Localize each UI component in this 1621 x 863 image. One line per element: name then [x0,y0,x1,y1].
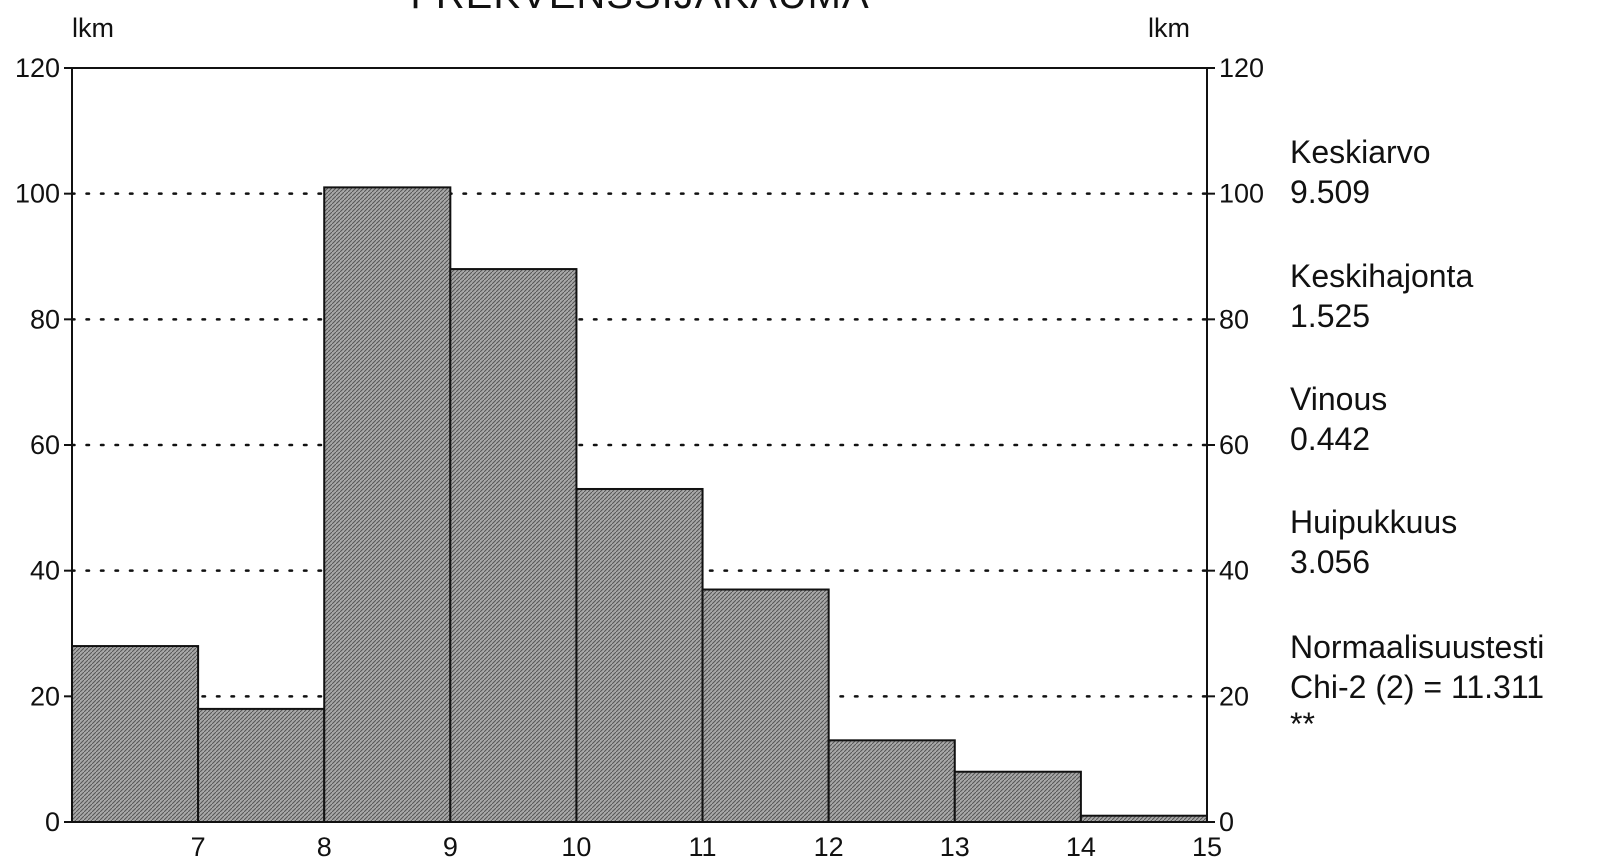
y-tick-label-right-0: 0 [1219,807,1234,837]
stat-label-normality-test: Normaalisuustesti [1290,629,1544,665]
y-axis-label-left: lkm [72,13,114,43]
x-tick-label-9: 9 [443,832,458,862]
y-tick-label-left-120: 120 [15,53,60,83]
axes [64,67,1215,823]
x-tick-label-14: 14 [1066,832,1096,862]
y-tick-label-right-100: 100 [1219,179,1264,209]
y-tick-label-left-100: 100 [15,179,60,209]
y-tick-label-left-80: 80 [30,304,60,334]
y-tick-label-left-0: 0 [45,807,60,837]
y-tick-label-left-40: 40 [30,556,60,586]
stat-value-mean: 9.509 [1290,174,1370,210]
x-tick-label-10: 10 [561,832,591,862]
stat-significance-marker: ** [1290,706,1315,742]
bar-7-8 [197,707,326,824]
y-tick-label-right-20: 20 [1219,681,1249,711]
y-axis-label-right: lkm [1148,13,1190,43]
y-tick-label-right-40: 40 [1219,556,1249,586]
y-tick-label-left-20: 20 [30,681,60,711]
bar-11-12 [701,588,830,823]
chart-title: FREKVENSSIJAKAUMA [410,0,869,17]
x-tick-label-12: 12 [814,832,844,862]
stat-value-normality-test: Chi-2 (2) = 11.311 [1290,669,1544,705]
stat-label-kurtosis: Huipukkuus [1290,504,1457,540]
stat-label-skewness: Vinous [1290,381,1387,417]
bars [71,186,1209,824]
stats-panel: Keskiarvo 9.509 Keskihajonta 1.525 Vinou… [1290,134,1544,742]
stat-value-kurtosis: 3.056 [1290,544,1370,580]
bar-8-9 [323,186,452,823]
x-tick-label-13: 13 [940,832,970,862]
bar-13-14 [953,770,1082,824]
stat-label-stddev: Keskihajonta [1290,258,1473,294]
bar-9-10 [449,268,578,824]
bar-6-7 [71,645,200,823]
tick-labels: 0 0 20 20 40 40 60 60 80 80 100 100 120 120 7 8 9 10 11 12 1… [15,53,1264,862]
y-tick-label-right-120: 120 [1219,53,1264,83]
stat-value-skewness: 0.442 [1290,421,1370,457]
bar-12-13 [827,739,956,823]
x-tick-label-15: 15 [1192,832,1222,862]
x-tick-label-8: 8 [317,832,332,862]
gridlines [70,192,1209,698]
y-tick-label-right-80: 80 [1219,304,1249,334]
stat-value-stddev: 1.525 [1290,298,1370,334]
bar-10-11 [575,487,704,823]
y-tick-label-right-60: 60 [1219,430,1249,460]
y-tick-label-left-60: 60 [30,430,60,460]
stat-label-mean: Keskiarvo [1290,134,1431,170]
x-tick-label-11: 11 [689,832,717,862]
x-tick-label-7: 7 [191,832,206,862]
